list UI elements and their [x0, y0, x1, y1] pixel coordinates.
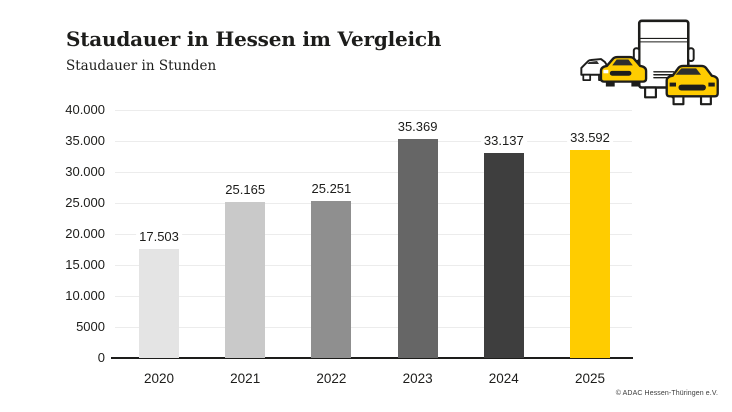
gridline-10.000 [115, 296, 632, 297]
bar-2022 [311, 201, 352, 358]
yellow-car-right-icon [665, 64, 719, 106]
x-axis-tick-label-2024: 2024 [488, 371, 519, 386]
gridline-40.000 [115, 110, 632, 111]
bar-chart-plot: 17.503 2020 25.165 2021 25.251 2022 35.369 2023… [111, 110, 633, 386]
page-title: Staudauer in Hessen im Vergleich [66, 27, 442, 51]
bar-value-label-2020: 17.503 [136, 229, 182, 245]
bar-value-label-2022: 25.251 [308, 181, 355, 197]
gridline-35.000 [115, 141, 632, 142]
bar-2025 [570, 149, 610, 358]
gridline-30.000 [115, 172, 632, 173]
x-axis-tick-label-2020: 2020 [143, 371, 175, 386]
y-axis-tick-label: 25.000 [65, 195, 105, 210]
x-axis-tick-label-2025: 2025 [574, 371, 606, 386]
y-axis-tick-label: 20.000 [65, 226, 105, 241]
chart-header: Staudauer in Hessen im Vergleich Staudau… [66, 27, 441, 74]
x-axis-tick-label-2022: 2022 [316, 371, 347, 386]
bar-2023 [397, 138, 438, 358]
y-axis-tick-label: 35.000 [65, 133, 105, 148]
gridline-20.000 [115, 234, 632, 235]
bar-value-label-2023: 35.369 [394, 118, 441, 134]
y-axis-tick-label: 30.000 [65, 164, 105, 179]
bar-2024 [483, 152, 524, 358]
y-axis-tick-label: 40.000 [65, 102, 105, 117]
x-axis-tick-label-2021: 2021 [230, 371, 261, 386]
y-axis-tick-label: 10.000 [65, 288, 105, 303]
y-axis: 40.000 35.000 30.000 25.000 20.000 15.000 10.0… [40, 102, 105, 365]
bar-value-label-2024: 33.137 [480, 132, 527, 148]
gridline-25.000 [115, 203, 632, 204]
y-axis-tick-label: 0 [97, 350, 105, 365]
y-axis-tick-label: 15.000 [65, 257, 105, 272]
x-axis-line [111, 357, 633, 359]
bar-2020 [139, 249, 179, 358]
bar-2021 [225, 201, 266, 358]
gridline-5000 [115, 327, 632, 328]
bar-value-label-2021: 25.165 [222, 181, 269, 197]
chart-subtitle: Staudauer in Stunden [66, 58, 217, 74]
copyright-note: © ADAC Hessen-Thüringen e.V. [615, 390, 718, 397]
y-axis-tick-label: 5000 [76, 319, 105, 334]
traffic-jam-illustration [580, 19, 719, 106]
bar-value-label-2025: 33.592 [567, 129, 613, 145]
gridline-15.000 [115, 265, 632, 266]
yellow-car-left-icon [599, 55, 648, 87]
x-axis-tick-label-2023: 2023 [402, 371, 433, 386]
